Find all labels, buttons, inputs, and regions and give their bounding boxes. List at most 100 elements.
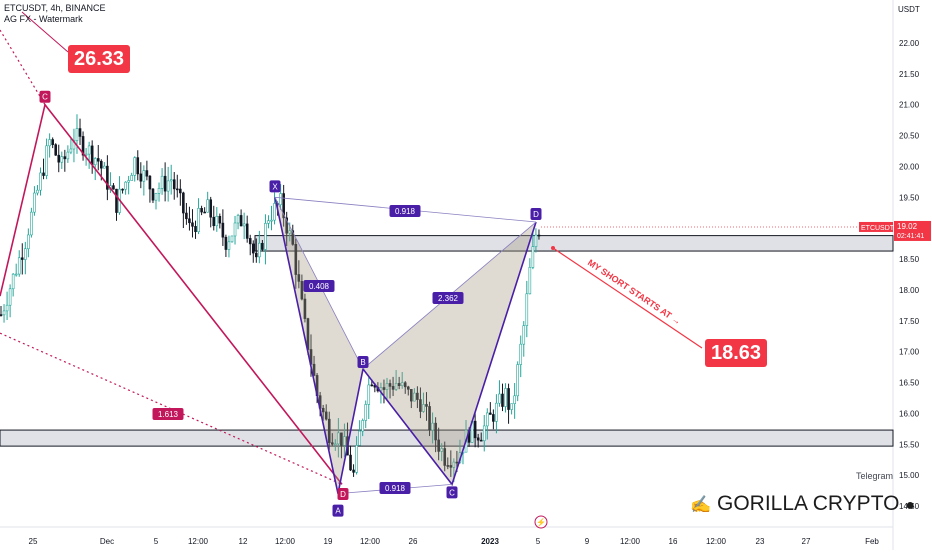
candle-body — [507, 388, 510, 410]
price-axis-tick: 15.50 — [899, 440, 920, 449]
time-axis-tick: 27 — [802, 537, 811, 546]
candle-body — [282, 193, 285, 219]
candle-body — [279, 193, 282, 206]
candle-body — [84, 153, 88, 156]
time-axis-tick: 12:00 — [275, 537, 296, 546]
candle-body — [437, 439, 440, 452]
red-pattern-line[interactable] — [0, 102, 343, 485]
candle-body — [516, 364, 519, 397]
point-b-label-bg — [357, 355, 369, 368]
zone-support[interactable] — [0, 429, 894, 447]
candle-body — [103, 165, 106, 169]
time-axis-tick: 12:00 — [188, 537, 209, 546]
candle-body — [492, 414, 495, 422]
candle-body — [476, 437, 480, 441]
candle-body — [182, 192, 185, 214]
price-axis-tick: 15.00 — [899, 471, 920, 480]
red-point-c-label-bg — [39, 90, 51, 103]
candle-body — [20, 257, 24, 260]
ratio-xb-label: 0.408 — [309, 282, 330, 291]
point-c-label-bg — [446, 486, 458, 499]
target-high-label: 26.33 — [68, 45, 131, 73]
candle-body — [36, 189, 39, 194]
candle-body — [416, 392, 419, 400]
candle-body — [534, 234, 538, 247]
telegram-label: Telegram — [856, 471, 894, 481]
price-axis-unit: USDT — [898, 5, 920, 14]
candle-body — [473, 420, 477, 439]
candle-body — [245, 223, 249, 239]
target-high-connector — [21, 11, 69, 53]
candle-body — [2, 310, 6, 316]
candle-body — [209, 199, 213, 218]
candle-body — [157, 188, 161, 194]
candle-body — [504, 388, 507, 407]
price-axis-tick: 21.50 — [899, 70, 920, 79]
candle-body — [239, 215, 243, 227]
time-axis-tick: Dec — [100, 537, 114, 546]
candle-body — [446, 465, 450, 467]
candle-body — [69, 148, 73, 153]
candle-body — [242, 223, 246, 227]
candle-body — [99, 160, 103, 169]
price-axis-tick: 17.00 — [899, 348, 920, 357]
candle-body — [212, 216, 216, 227]
current-symbol-tag: ETCUSDT — [861, 225, 895, 232]
candle-body — [519, 343, 523, 365]
red-point-d-label-bg — [337, 488, 349, 500]
point-x-label: X — [272, 182, 278, 191]
candle-body — [273, 203, 276, 221]
candle-body — [388, 383, 392, 387]
short-arrow-line — [552, 247, 703, 349]
price-axis-tick: 18.50 — [899, 255, 920, 264]
price-axis-tick: 17.50 — [899, 317, 920, 326]
point-a-label: A — [335, 507, 341, 516]
time-axis-tick: 12:00 — [360, 537, 381, 546]
candle-body — [255, 252, 258, 258]
candle-body — [45, 145, 48, 176]
candle-body — [51, 139, 54, 145]
ratio-ac-label: 0.918 — [385, 484, 406, 493]
candle-body — [434, 422, 437, 441]
candle-body — [349, 454, 352, 471]
candle-body — [370, 384, 374, 387]
candle-body — [495, 402, 498, 422]
candle-body — [148, 175, 152, 190]
point-b-label: B — [360, 358, 365, 367]
target-low-label: 18.63 — [705, 339, 768, 367]
candle-body — [443, 448, 447, 466]
candle-body — [330, 442, 334, 445]
candle-body — [191, 222, 194, 227]
candle-body — [531, 246, 535, 268]
point-d-label-bg — [530, 208, 542, 221]
candle-body — [11, 273, 15, 290]
candle-body — [428, 406, 431, 431]
ratio-bd-label-bg — [432, 292, 464, 304]
candle-body — [203, 211, 206, 214]
candle-body — [172, 179, 176, 190]
zone-resistance[interactable] — [254, 235, 894, 252]
time-axis-tick: 5 — [536, 537, 541, 546]
candle-body — [179, 188, 182, 194]
candle-body — [218, 216, 222, 224]
time-axis-tick: 25 — [29, 537, 38, 546]
candle-body — [139, 173, 143, 182]
candle-body — [142, 170, 146, 182]
candle-body — [63, 156, 67, 160]
candle-body — [60, 156, 64, 163]
symbol-title[interactable]: ETCUSDT, 4h, BINANCE — [4, 3, 106, 13]
candle-body — [175, 188, 179, 191]
candle-body — [42, 172, 45, 176]
lightning-icon[interactable] — [534, 515, 548, 529]
lightning-glyph: ⚡ — [536, 517, 546, 527]
candle-body — [233, 222, 237, 237]
candle-body — [17, 257, 21, 275]
candle-body — [513, 395, 516, 404]
time-axis-tick: Feb — [865, 537, 879, 546]
candle-body — [0, 314, 3, 316]
price-axis-tick: 20.00 — [899, 162, 920, 171]
pattern-fill-xab — [275, 197, 363, 494]
point-c-label: C — [449, 488, 455, 497]
